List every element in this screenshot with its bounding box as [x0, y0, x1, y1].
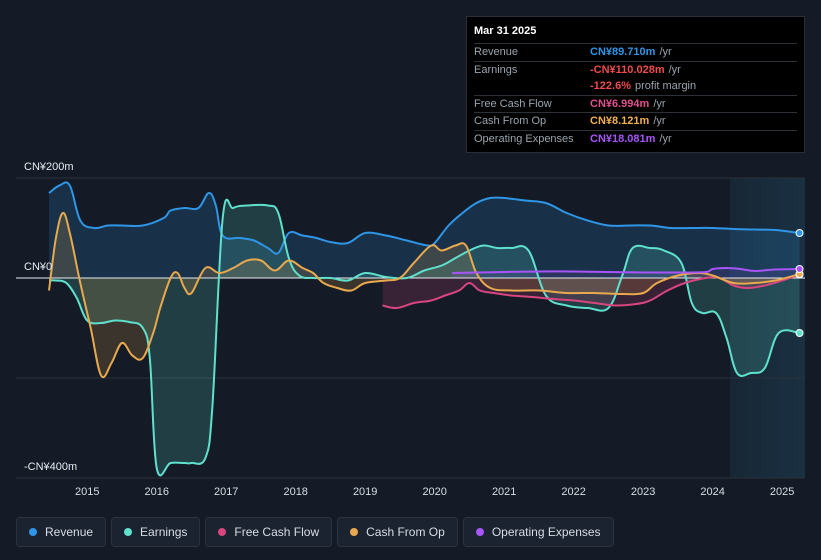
x-tick-label: 2019 [353, 486, 377, 498]
free-cash-flow-area [382, 274, 800, 309]
x-tick-label: 2022 [561, 486, 585, 498]
tooltip-row-unit: /yr [668, 63, 681, 76]
legend-dot-icon [475, 528, 484, 536]
legend-label: Revenue [45, 525, 94, 539]
y-label-zero: CN¥0 [24, 261, 52, 273]
earnings-end-dot [795, 329, 804, 337]
x-tick-label: 2021 [492, 486, 516, 498]
legend-revenue[interactable]: Revenue [16, 517, 107, 547]
revenue-end-dot [795, 229, 804, 237]
tooltip-row-value: CN¥6.994m [590, 97, 650, 110]
tooltip-row-value: CN¥8.121m [590, 115, 650, 128]
tooltip-row: Earnings -CN¥110.028m/yr [474, 60, 797, 79]
x-tick-label: 2024 [700, 486, 724, 498]
tooltip-date: Mar 31 2025 [474, 25, 537, 37]
tooltip-row-label: Earnings [474, 63, 518, 76]
legend-label: Free Cash Flow [234, 525, 320, 539]
tooltip-row-unit: /yr [653, 115, 666, 128]
earnings-area [49, 199, 800, 476]
operating-expenses-line [452, 266, 800, 274]
tooltip-row-value: CN¥89.710m [590, 46, 656, 59]
tooltip-row-value: -122.6% [590, 80, 631, 93]
x-tick-label: 2015 [75, 486, 99, 498]
revenue-line [48, 181, 800, 255]
tooltip-row-unit: /yr [659, 46, 672, 59]
legend: Revenue Earnings Free Cash Flow Cash From O… [16, 517, 614, 549]
y-label-bottom: -CN¥400m [24, 461, 77, 473]
revenue-area [49, 182, 800, 278]
tooltip-row-label: Revenue [474, 46, 519, 59]
legend-label: Earnings [140, 525, 188, 539]
tooltip-row-unit: /yr [659, 132, 672, 145]
legend-free-cash-flow[interactable]: Free Cash Flow [205, 517, 333, 547]
x-tick-label: 2017 [214, 486, 238, 498]
tooltip-row-label: Free Cash Flow [474, 97, 552, 110]
tooltip-row-value: -CN¥110.028m [590, 63, 665, 76]
tooltip-row: Cash From Op CN¥8.121m/yr [474, 112, 797, 130]
x-tick-label: 2023 [631, 486, 655, 498]
tooltip-row: -122.6% profit margin [474, 78, 797, 95]
y-label-top: CN¥200m [24, 161, 74, 173]
legend-dot-icon [218, 528, 227, 536]
x-tick-label: 2025 [770, 486, 794, 498]
forecast-shade [730, 178, 805, 478]
series-lines [48, 181, 800, 477]
cash-from-op-line [48, 212, 800, 379]
x-axis-ticks: 2015 2016 2017 2018 2019 2020 2021 2022 2023 2024… [75, 486, 794, 498]
x-tick-label: 2018 [283, 486, 307, 498]
tooltip-row-unit: /yr [653, 97, 666, 110]
operating-expenses-end-dot [795, 265, 804, 273]
legend-label: Operating Expenses [491, 525, 601, 539]
legend-earnings[interactable]: Earnings [111, 517, 201, 547]
legend-dot-icon [124, 528, 133, 536]
tooltip-row-unit: profit margin [634, 80, 697, 93]
legend-operating-expenses[interactable]: Operating Expenses [462, 517, 614, 547]
x-tick-label: 2020 [422, 486, 446, 498]
tooltip-row-label: Operating Expenses [474, 132, 574, 145]
series-areas [49, 182, 800, 476]
tooltip-row-label: Cash From Op [474, 115, 547, 128]
tooltip-row: Revenue CN¥89.710m/yr [474, 43, 797, 61]
legend-label: Cash From Op [366, 525, 445, 539]
free-cash-flow-line [382, 273, 800, 310]
x-tick-label: 2016 [144, 486, 168, 498]
tooltip-row: Free Cash Flow CN¥6.994m/yr [474, 94, 797, 113]
legend-cash-from-op[interactable]: Cash From Op [337, 517, 458, 547]
tooltip-row: Operating Expenses CN¥18.081m/yr [474, 129, 797, 148]
legend-dot-icon [29, 528, 37, 536]
series-end-dots [795, 229, 804, 337]
legend-dot-icon [350, 528, 359, 536]
tooltip-row-value: CN¥18.081m [590, 132, 656, 145]
data-tooltip: Mar 31 2025 Revenue CN¥89.710m/yr Earnings… [466, 16, 805, 153]
tooltip-rows: Revenue CN¥89.710m/yr Earnings -CN¥110.028m… [474, 43, 797, 147]
earnings-line [48, 198, 800, 477]
